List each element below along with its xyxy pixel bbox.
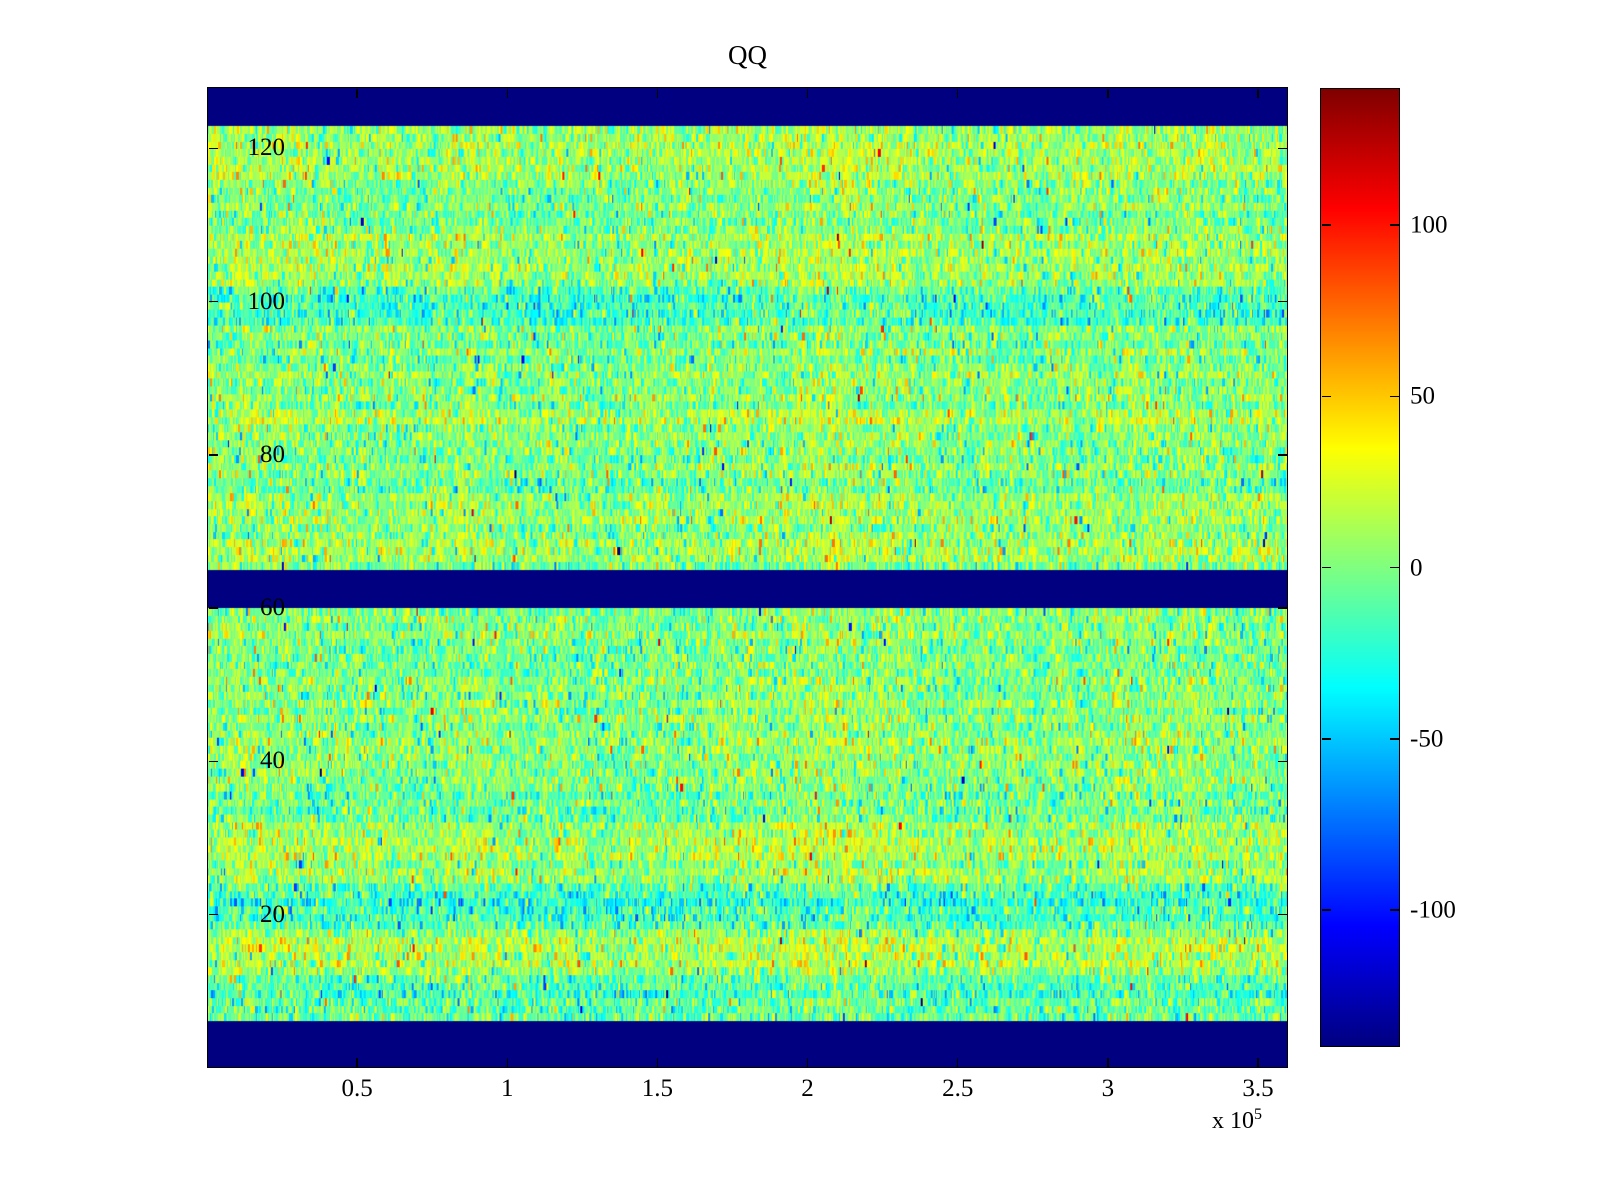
colorbar-gradient	[1321, 89, 1399, 1046]
x-tick-mark	[956, 88, 959, 98]
colorbar	[1320, 88, 1400, 1047]
x-tick-mark	[506, 88, 509, 98]
colorbar-tick-label: 50	[1410, 382, 1435, 410]
x-tick-label: 0.5	[341, 1075, 373, 1102]
x-tick-mark	[1107, 88, 1109, 98]
y-tick-mark	[1277, 147, 1287, 150]
x-tick-mark	[1257, 88, 1259, 98]
colorbar-tick-mark	[1321, 909, 1331, 911]
x-exponent-power: 5	[1254, 1106, 1262, 1123]
y-tick-mark	[208, 607, 218, 609]
y-tick-mark	[208, 300, 218, 303]
x-exponent-base: x 10	[1212, 1108, 1254, 1134]
y-tick-label: 100	[247, 287, 286, 315]
colorbar-tick-label: -100	[1410, 896, 1456, 924]
y-tick-mark	[1277, 454, 1287, 456]
colorbar-tick-mark	[1389, 738, 1399, 740]
y-tick-label: 80	[260, 440, 285, 468]
y-tick-label: 40	[260, 747, 285, 775]
y-tick-mark	[1277, 913, 1287, 916]
heatmap-image	[208, 88, 1287, 1067]
y-tick-label: 20	[260, 900, 285, 928]
x-axis-exponent-label: x 105	[1212, 1102, 1262, 1134]
y-tick-mark	[1277, 760, 1287, 763]
x-tick-mark	[356, 88, 358, 98]
colorbar-tick-mark	[1321, 738, 1331, 740]
x-tick-label: 3.5	[1242, 1075, 1274, 1102]
y-tick-mark	[208, 147, 218, 150]
x-tick-label: 1.5	[641, 1075, 674, 1102]
y-tick-label: 60	[260, 594, 285, 622]
x-tick-mark	[656, 88, 659, 98]
colorbar-tick-label: 100	[1410, 211, 1448, 239]
colorbar-tick-mark	[1389, 909, 1399, 911]
colorbar-tick-label: -50	[1410, 725, 1444, 753]
y-tick-mark	[1277, 300, 1287, 303]
colorbar-tick-mark	[1389, 395, 1399, 397]
x-tick-mark	[656, 1057, 659, 1067]
colorbar-tick-mark	[1321, 566, 1331, 569]
y-tick-mark	[208, 760, 218, 763]
x-tick-mark	[956, 1057, 959, 1067]
colorbar-tick-mark	[1389, 566, 1399, 569]
x-tick-label: 3	[1101, 1075, 1115, 1102]
x-tick-mark	[1257, 1057, 1259, 1067]
colorbar-tick-mark	[1321, 395, 1331, 397]
colorbar-tick-mark	[1321, 224, 1331, 226]
x-tick-label: 2.5	[942, 1075, 974, 1102]
x-tick-label: 2	[801, 1075, 814, 1102]
x-tick-mark	[356, 1057, 358, 1067]
y-tick-mark	[1277, 607, 1287, 609]
x-tick-mark	[506, 1057, 509, 1067]
colorbar-tick-label: 0	[1410, 554, 1423, 581]
heatmap-axes	[207, 87, 1288, 1068]
x-tick-mark	[1107, 1057, 1109, 1067]
y-tick-label: 120	[247, 134, 286, 162]
x-tick-mark	[806, 88, 809, 98]
x-tick-mark	[806, 1057, 809, 1067]
y-tick-mark	[208, 913, 218, 916]
colorbar-tick-mark	[1389, 224, 1399, 226]
x-tick-label: 1	[501, 1075, 514, 1102]
page-title: QQ	[728, 40, 767, 70]
y-tick-mark	[208, 454, 218, 456]
